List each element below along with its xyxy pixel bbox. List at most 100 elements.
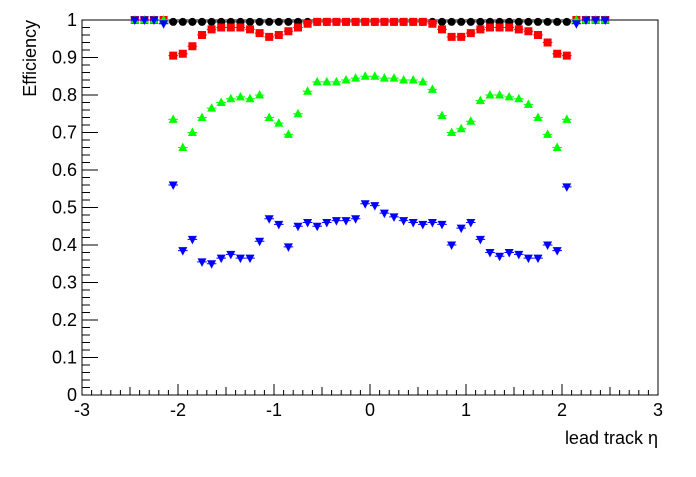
data-point: [245, 93, 255, 103]
data-point: [417, 76, 428, 86]
data-point: [302, 86, 313, 95]
marker: [447, 241, 457, 250]
marker: [274, 17, 283, 26]
data-point: [369, 71, 380, 80]
data-point: [360, 17, 371, 26]
data-point: [226, 23, 236, 32]
data-point: [513, 25, 524, 34]
marker: [581, 16, 591, 25]
marker: [283, 243, 293, 252]
data-point: [408, 219, 419, 228]
marker: [331, 217, 341, 226]
x-tick-label: 0: [365, 400, 375, 420]
data-point: [264, 32, 275, 41]
data-point: [533, 254, 543, 264]
data-point: [331, 76, 342, 86]
marker: [245, 93, 255, 103]
marker: [457, 17, 466, 26]
data-point: [427, 19, 438, 28]
data-point: [283, 17, 294, 26]
marker: [341, 75, 351, 84]
marker: [351, 73, 361, 82]
marker: [274, 220, 284, 230]
marker: [475, 235, 485, 245]
y-tick-label: 0.3: [52, 273, 77, 293]
marker: [351, 215, 361, 224]
data-point: [235, 254, 246, 264]
marker: [284, 27, 293, 36]
marker: [284, 17, 293, 26]
data-point: [187, 17, 198, 26]
marker: [524, 27, 533, 36]
data-point: [417, 17, 428, 26]
marker: [523, 99, 533, 108]
marker: [178, 142, 188, 151]
marker: [198, 17, 206, 26]
data-point: [235, 91, 246, 101]
marker: [514, 25, 523, 34]
data-point: [245, 25, 255, 34]
marker: [552, 142, 562, 151]
marker: [466, 116, 476, 125]
marker: [562, 51, 571, 60]
data-point: [437, 25, 447, 34]
data-point: [245, 254, 255, 264]
data-point: [581, 16, 591, 25]
marker: [389, 73, 399, 82]
y-tick-label: 0.6: [52, 160, 77, 180]
marker: [188, 17, 197, 26]
marker: [447, 32, 456, 41]
data-point: [465, 17, 476, 26]
data-point: [389, 17, 399, 26]
marker: [322, 17, 331, 26]
data-point: [398, 217, 409, 226]
marker: [438, 17, 446, 26]
marker: [399, 217, 409, 226]
marker: [216, 97, 226, 106]
data-point: [408, 75, 419, 84]
marker: [447, 127, 457, 136]
data-point: [600, 16, 611, 25]
data-point: [178, 247, 188, 256]
data-point: [456, 123, 467, 133]
marker: [207, 17, 216, 26]
data-point: [427, 219, 438, 228]
data-point: [312, 222, 323, 232]
data-point: [379, 17, 390, 26]
data-point: [369, 202, 380, 211]
data-point: [513, 93, 524, 103]
marker: [514, 250, 524, 260]
marker: [187, 235, 197, 245]
data-point: [226, 250, 236, 260]
marker: [447, 17, 456, 26]
data-point: [561, 51, 572, 60]
data-point: [417, 220, 428, 230]
x-tick-label: -3: [74, 400, 90, 420]
marker: [312, 222, 322, 232]
marker: [149, 16, 159, 25]
data-point: [264, 112, 275, 121]
data-point: [273, 220, 284, 230]
data-point: [504, 91, 515, 101]
data-point: [321, 219, 332, 228]
data-point: [178, 49, 188, 58]
data-point: [350, 215, 361, 224]
data-point: [187, 42, 198, 51]
marker: [168, 181, 178, 190]
x-axis-label: lead track η: [565, 428, 658, 448]
data-point: [302, 219, 313, 228]
marker: [437, 110, 447, 120]
marker: [303, 19, 312, 28]
marker: [495, 90, 505, 99]
marker: [552, 247, 562, 256]
marker: [169, 51, 178, 60]
data-point: [561, 183, 572, 192]
marker: [178, 17, 187, 26]
marker: [438, 25, 446, 34]
data-point: [293, 23, 303, 32]
marker: [169, 17, 178, 26]
marker: [456, 224, 466, 234]
marker: [514, 17, 523, 26]
marker: [543, 17, 552, 26]
